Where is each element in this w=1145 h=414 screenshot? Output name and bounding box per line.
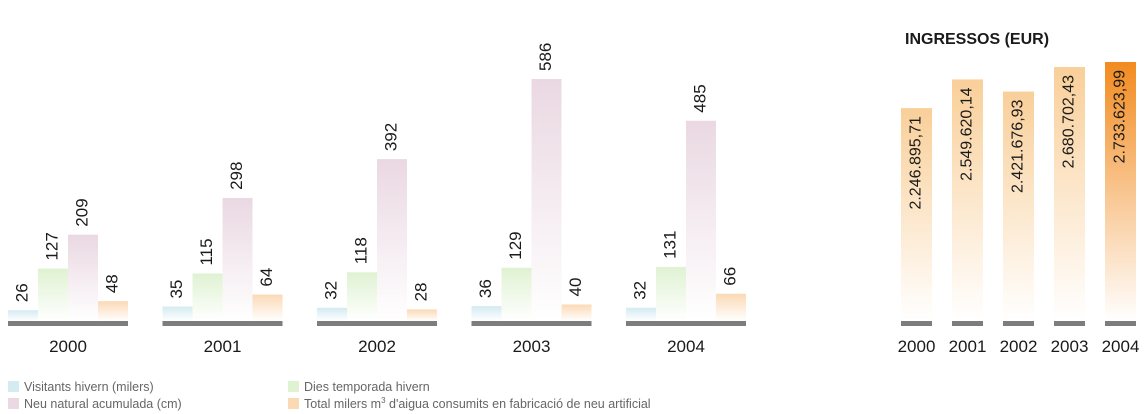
legend-label-neu: Neu natural acumulada (cm) [24, 396, 182, 411]
revenue-axis-segment-2003 [1054, 321, 1085, 326]
value-label-neu-2004: 485 [690, 84, 709, 112]
bar-visitants-2002 [317, 307, 347, 321]
revenue-axis-segment-2001 [952, 321, 983, 326]
revenue-category-label-2002: 2002 [1000, 337, 1038, 356]
value-label-neu-2003: 586 [536, 43, 555, 71]
category-label-2001: 2001 [204, 337, 242, 356]
legend-swatch-visitants [8, 381, 19, 392]
value-label-dies-2002: 118 [351, 237, 370, 264]
legend-swatch-dies [288, 381, 299, 392]
value-label-visitants-2004: 32 [630, 281, 649, 300]
value-label-aigua-2004: 66 [720, 267, 739, 286]
value-label-visitants-2001: 35 [167, 280, 186, 299]
value-label-neu-2002: 392 [381, 123, 400, 151]
bar-aigua-2001 [252, 294, 283, 321]
legend-label-dies: Dies temporada hivern [304, 379, 430, 394]
revenue-axis-segment-2002 [1003, 321, 1034, 326]
revenue-bar-2001 [952, 79, 983, 322]
revenue-category-label-2001: 2001 [949, 337, 987, 356]
value-label-dies-2000: 127 [42, 232, 61, 260]
bar-dies-2002 [347, 272, 377, 321]
axis-segment-2004 [626, 321, 746, 326]
revenue-bar-2002 [1003, 91, 1034, 321]
value-label-aigua-2000: 48 [102, 274, 121, 293]
value-label-visitants-2003: 36 [476, 279, 495, 298]
axis-segment-2002 [317, 321, 437, 326]
bar-aigua-2002 [407, 309, 437, 321]
bar-dies-2003 [501, 267, 532, 321]
value-label-dies-2001: 115 [197, 238, 216, 265]
legend-item-visitants: Visitants hivern (milers) [8, 379, 288, 394]
revenue-axis-segment-2000 [901, 321, 932, 326]
revenue-value-label-2000: 2.246.895,71 [908, 116, 925, 210]
legend-label-visitants: Visitants hivern (milers) [24, 379, 154, 394]
revenue-category-label-2003: 2003 [1051, 337, 1089, 356]
bar-visitants-2000 [8, 310, 38, 321]
revenue-value-label-2002: 2.421.676,93 [1010, 99, 1027, 193]
axis-segment-2003 [471, 321, 592, 326]
bar-neu-2001 [222, 197, 253, 321]
bar-neu-2000 [68, 234, 98, 321]
revenue-bar-chart: INGRESSOS (EUR) 2.246.895,71 2000 2.549.62… [898, 31, 1140, 356]
axis-segment-2000 [8, 321, 128, 326]
category-label-2000: 2000 [49, 337, 87, 356]
bar-neu-2003 [531, 79, 562, 321]
bar-dies-2004 [656, 266, 686, 321]
axis-segment-2001 [162, 321, 283, 326]
value-label-visitants-2002: 32 [321, 281, 340, 300]
revenue-bar-2000 [901, 108, 932, 321]
bar-visitants-2003 [471, 306, 502, 321]
value-label-dies-2003: 129 [506, 231, 525, 259]
legend-item-aigua: Total milers m3 d'aigua consumits en fab… [288, 396, 768, 411]
value-label-visitants-2000: 26 [12, 283, 31, 302]
bar-aigua-2003 [561, 304, 592, 321]
bar-visitants-2001 [162, 306, 193, 321]
revenue-value-label-2004: 2.733.623,99 [1112, 70, 1129, 164]
value-label-neu-2000: 209 [72, 198, 91, 226]
legend-label-aigua: Total milers m3 d'aigua consumits en fab… [304, 395, 651, 412]
revenue-value-label-2001: 2.549.620,14 [959, 87, 976, 181]
left-bar-chart: 26 127 209 48 2000 35 115 298 64 2001 32 118 392 28 20… [8, 43, 746, 356]
revenue-category-label-2004: 2004 [1102, 337, 1140, 356]
legend-swatch-aigua [288, 398, 299, 409]
bar-dies-2001 [192, 273, 223, 321]
bar-visitants-2004 [626, 307, 656, 321]
revenue-bar-2003 [1054, 67, 1085, 322]
bar-neu-2002 [377, 159, 407, 321]
category-label-2004: 2004 [667, 337, 705, 356]
bar-aigua-2004 [716, 293, 746, 321]
value-label-neu-2001: 298 [227, 162, 246, 190]
legend: Visitants hivern (milers) Dies temporada… [8, 379, 768, 411]
legend-item-neu: Neu natural acumulada (cm) [8, 396, 288, 411]
revenue-bar-2004 [1105, 62, 1136, 321]
legend-swatch-neu [8, 398, 19, 409]
value-label-aigua-2003: 40 [566, 278, 585, 297]
value-label-dies-2004: 131 [660, 231, 679, 259]
category-label-2002: 2002 [358, 337, 396, 356]
bar-neu-2004 [686, 120, 716, 321]
revenue-value-label-2003: 2.680.702,43 [1061, 75, 1078, 169]
value-label-aigua-2002: 28 [411, 283, 430, 302]
bar-aigua-2000 [98, 301, 128, 321]
category-label-2003: 2003 [513, 337, 551, 356]
legend-item-dies: Dies temporada hivern [288, 379, 768, 394]
revenue-category-label-2000: 2000 [898, 337, 936, 356]
revenue-axis-segment-2004 [1105, 321, 1136, 326]
revenue-chart-title: INGRESSOS (EUR) [905, 31, 1049, 48]
bar-dies-2000 [38, 268, 68, 321]
value-label-aigua-2001: 64 [257, 268, 276, 287]
